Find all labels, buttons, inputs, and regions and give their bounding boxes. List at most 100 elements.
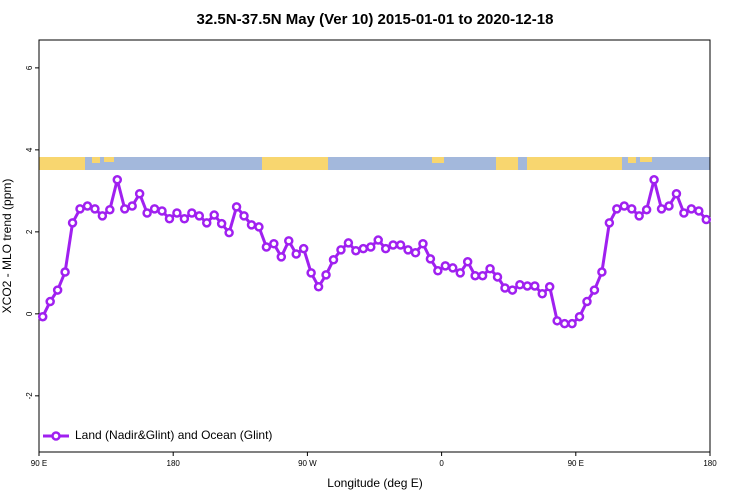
data-point [157, 206, 167, 216]
data-point [515, 279, 525, 290]
data-point [634, 211, 644, 221]
data-point [119, 204, 130, 214]
legend-label: Land (Nadir&Glint) and Ocean (Glint) [75, 428, 272, 442]
data-point [671, 188, 682, 199]
data-point [298, 243, 309, 254]
data-point [403, 245, 413, 255]
data-point [261, 242, 272, 252]
data-point [626, 204, 637, 214]
data-point [507, 285, 518, 295]
data-point [202, 218, 212, 228]
data-point [589, 285, 600, 295]
data-point [328, 254, 339, 265]
data-point [127, 201, 137, 211]
data-point [380, 243, 391, 254]
data-point [254, 222, 264, 232]
data-point [656, 204, 667, 214]
data-point [313, 282, 324, 292]
x-tick-label: 0 [439, 459, 444, 468]
data-point [239, 211, 249, 221]
data-point [269, 238, 279, 249]
y-tick-label: 4 [25, 147, 34, 152]
data-point [612, 204, 622, 214]
data-point [500, 283, 510, 293]
data-point [351, 245, 361, 256]
data-point [291, 249, 301, 259]
data-point [45, 296, 55, 307]
data-point [537, 289, 547, 299]
data-point [544, 282, 555, 292]
data-point [410, 248, 421, 258]
data-point [209, 210, 219, 220]
data-point [694, 206, 704, 216]
data-point [179, 213, 190, 224]
data-point [477, 270, 488, 281]
data-point [448, 263, 458, 273]
data-point [343, 238, 354, 248]
data-point [284, 236, 294, 246]
data-point [187, 208, 197, 218]
data-point [485, 264, 495, 274]
data-point [164, 213, 175, 224]
data-point [522, 281, 533, 291]
x-tick-label: 90 W [298, 459, 317, 468]
data-point [567, 318, 577, 329]
data-point [440, 261, 451, 271]
y-tick-label: 2 [25, 229, 34, 234]
data-point [75, 204, 85, 214]
y-axis-label: XCO2 - MLO trend (ppm) [0, 179, 14, 314]
data-point [418, 238, 428, 249]
data-point [358, 243, 369, 254]
data-point [37, 311, 48, 322]
data-point [679, 208, 689, 218]
data-point [619, 201, 630, 211]
data-point [194, 211, 205, 221]
data-point [90, 204, 100, 214]
data-point [149, 204, 160, 214]
data-point [701, 214, 712, 225]
data-point [306, 268, 316, 278]
data-point [82, 201, 93, 211]
data-point [641, 204, 652, 215]
data-point [246, 220, 257, 230]
x-axis-label: Longitude (deg E) [327, 476, 422, 490]
series-line [41, 179, 708, 326]
data-point [105, 204, 115, 215]
surface-strip [39, 157, 710, 170]
data-point [492, 272, 503, 282]
chart-title: 32.5N-37.5N May (Ver 10) 2015-01-01 to 2… [197, 11, 554, 28]
data-point [172, 208, 182, 218]
x-tick-label: 180 [167, 459, 181, 468]
data-point [582, 296, 592, 307]
data-point [530, 281, 540, 291]
data-point [373, 235, 383, 245]
data-point [388, 240, 398, 250]
data-point [112, 175, 123, 185]
data-point [134, 188, 145, 199]
data-point [470, 270, 480, 281]
data-point [276, 252, 287, 262]
data-point [216, 218, 227, 229]
data-point [664, 201, 674, 211]
data-point [60, 267, 70, 277]
data-point [425, 254, 436, 264]
data-point [597, 267, 607, 277]
data-point [97, 211, 108, 221]
data-point [455, 268, 465, 278]
data-point [142, 208, 152, 218]
x-tick-label: 90 E [31, 459, 47, 468]
data-point [336, 245, 346, 255]
y-tick-label: 6 [25, 65, 34, 70]
data-point [559, 318, 570, 329]
data-point [649, 175, 659, 185]
x-tick-label: 180 [703, 459, 717, 468]
data-point [231, 202, 242, 212]
plot-frame [38, 39, 711, 453]
y-tick-label: -2 [25, 392, 34, 400]
y-tick-label: 0 [25, 311, 34, 316]
data-point [224, 227, 234, 238]
data-point [433, 266, 443, 276]
data-point [462, 257, 473, 267]
data-point [574, 311, 585, 322]
